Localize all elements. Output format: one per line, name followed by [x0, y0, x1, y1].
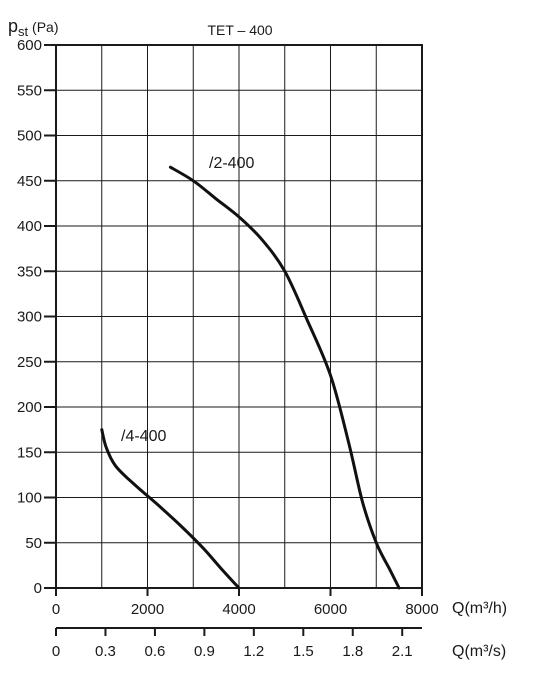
y-tick-label: 450	[17, 173, 42, 190]
y-tick-label: 350	[17, 263, 42, 280]
x2-tick-label: 1.8	[342, 643, 363, 660]
x2-tick-label: 1.2	[243, 643, 264, 660]
y-tick-label: 500	[17, 128, 42, 145]
y-tick-label: 100	[17, 490, 42, 507]
series-label: /2-400	[209, 155, 254, 172]
x-tick-label: 6000	[314, 601, 347, 618]
curves: /2-400/4-400	[100, 155, 401, 590]
x2-tick-label: 0.9	[194, 643, 215, 660]
chart-title: TET – 400	[207, 22, 272, 38]
x-tick-label: 4000	[222, 601, 255, 618]
x2-axis-label: Q(m³/s)	[452, 643, 506, 660]
grid	[56, 45, 422, 588]
y-axis-label: pst (Pa)	[8, 16, 58, 39]
y-tick-label: 150	[17, 444, 42, 461]
x-tick-label: 8000	[405, 601, 438, 618]
y-tick-label: 600	[17, 37, 42, 54]
y-tick-label: 550	[17, 82, 42, 99]
x-axis-label: Q(m³/h)	[452, 600, 507, 617]
x2-tick-label: 0.3	[95, 643, 116, 660]
x2-tick-label: 0	[52, 643, 60, 660]
x-axis-ticks: 0 2000 4000 6000 8000	[52, 588, 439, 618]
series-label: /4-400	[121, 428, 166, 445]
x2-tick-label: 0.6	[144, 643, 165, 660]
x2-tick-label: 2.1	[392, 643, 413, 660]
y-axis-label-unit: (Pa)	[28, 19, 58, 35]
x2-tick-label: 1.5	[293, 643, 314, 660]
curve-4400	[100, 428, 241, 590]
y-tick-label: 200	[17, 399, 42, 416]
secondary-x-axis: 0 0.3 0.6 0.9 1.2 1.5 1.8 2.1	[52, 627, 422, 660]
y-axis-label-subscript: st	[18, 24, 29, 39]
y-tick-label: 0	[34, 580, 42, 597]
y-tick-label: 250	[17, 354, 42, 371]
y-axis-label-main: p	[8, 16, 18, 36]
x-tick-label: 2000	[131, 601, 164, 618]
curve-2400	[168, 165, 401, 590]
y-axis-ticks: 0 50 100 150 200 250 300 350 400 450 500 550 600	[17, 37, 56, 597]
y-tick-label: 50	[25, 535, 42, 552]
x-tick-label: 0	[52, 601, 60, 618]
y-tick-label: 400	[17, 218, 42, 235]
y-tick-label: 300	[17, 309, 42, 326]
